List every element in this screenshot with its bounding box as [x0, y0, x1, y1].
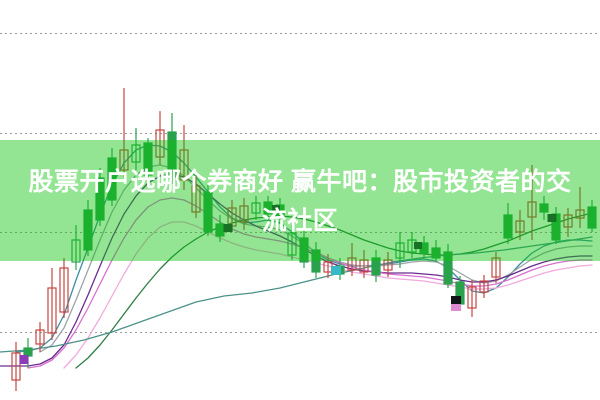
candle-body-g	[311, 249, 321, 273]
candle-body-g	[143, 142, 153, 176]
candle-body-r	[47, 287, 57, 334]
candle-body-g	[539, 203, 549, 213]
candle-body-gh	[287, 232, 297, 256]
candle-body-g	[215, 223, 225, 237]
candle-body-r	[239, 205, 249, 223]
candle-body-r	[515, 220, 525, 233]
candle-body-r	[179, 149, 189, 181]
candle-body-r	[347, 257, 357, 271]
candle-body-gh	[251, 202, 261, 214]
chart-marker	[451, 296, 461, 304]
candle-body-g	[203, 191, 213, 233]
ma-teal-slow	[0, 236, 593, 353]
candle-body-g	[503, 214, 513, 239]
candle-body-r	[35, 329, 45, 345]
candle-body-r	[491, 257, 501, 278]
candle-body-r	[479, 280, 489, 293]
candle-body-r	[527, 201, 537, 218]
candle-body-r	[119, 149, 129, 171]
candle-body-r	[467, 286, 477, 309]
candle-body-g	[299, 237, 309, 263]
candle-body-gh	[395, 242, 405, 259]
candle-body-g	[83, 209, 93, 251]
ma-magenta	[27, 197, 593, 369]
candle-body-r	[191, 185, 201, 213]
candle-body-g	[263, 201, 273, 215]
candle-body-g	[23, 347, 33, 357]
candle-body-g	[431, 247, 441, 259]
chart-marker	[414, 242, 422, 249]
candle-body-g	[443, 251, 453, 285]
candle-body-r	[11, 352, 21, 381]
candle-body-r	[59, 267, 69, 313]
candle-body-r	[359, 259, 369, 273]
candle-body-r	[575, 209, 585, 219]
candle-body-g	[167, 131, 177, 179]
ma-pink	[63, 221, 593, 369]
candle-body-g	[587, 206, 597, 229]
candle-body-gh	[131, 144, 141, 163]
chart-marker	[451, 304, 461, 311]
chart-marker	[547, 214, 557, 222]
chart-marker	[19, 355, 29, 364]
candle-body-g	[95, 177, 105, 221]
candle-body-gh	[71, 239, 81, 263]
candle-body-g	[107, 157, 117, 201]
chart-marker	[272, 205, 280, 213]
candle-body-g	[371, 257, 381, 276]
candle-body-r	[383, 259, 393, 271]
candle-body-r	[563, 214, 573, 228]
ma-dark-green	[75, 212, 593, 369]
chart-marker	[223, 224, 233, 232]
chart-marker	[331, 266, 341, 275]
candle-body-r	[155, 129, 165, 158]
